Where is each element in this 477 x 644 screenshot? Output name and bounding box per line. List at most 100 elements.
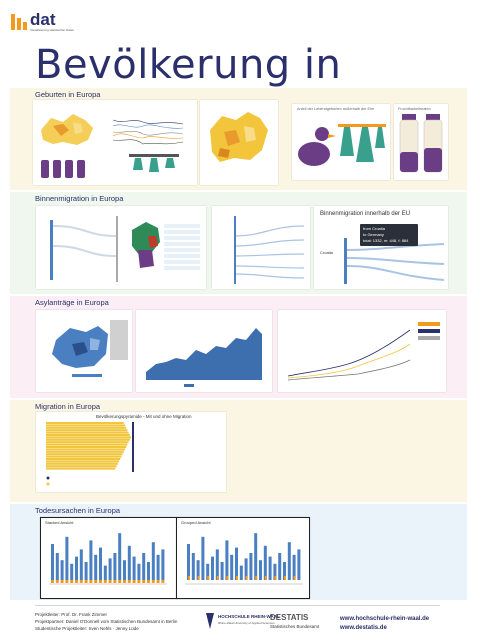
geburten-card-map-lines: [33, 100, 197, 185]
bar: [60, 580, 64, 583]
bar: [284, 576, 286, 580]
bar: [55, 553, 59, 580]
section-title: Binnenmigration in Europa: [35, 194, 124, 203]
bar: [94, 580, 98, 583]
section-migration: Migration in Europa Bevölkerungspyramide…: [10, 400, 467, 502]
bar: [60, 560, 64, 580]
asyl-card-lines: [278, 310, 446, 392]
tod-card1-title: Stacked Ansicht: [45, 520, 74, 525]
link-destatis[interactable]: www.destatis.de: [340, 625, 387, 631]
section-title: Geburten in Europa: [35, 90, 101, 99]
bar: [230, 554, 234, 580]
binnen-card1-graphic: [50, 216, 200, 282]
tooltip-line-3: total: 1332, m: 448, f: 884: [363, 238, 409, 243]
tod-card2-graphic: [185, 533, 303, 585]
legend-dot: [46, 476, 50, 480]
bar: [215, 549, 219, 580]
asyl-card2-graphic: [146, 328, 262, 387]
binnen-card-tooltip: Binnenmigration innerhalb der EU Croatia…: [314, 206, 448, 289]
bar: [55, 580, 59, 583]
pyramid-bar: [46, 426, 127, 429]
link-hsrw[interactable]: www.hochschule-rhein-waal.de: [340, 616, 430, 622]
bar: [274, 576, 277, 580]
pyramid-bar: [46, 455, 122, 458]
tod-card-stacked: Stacked Ansicht: [40, 517, 178, 599]
pyramid-bar: [46, 446, 127, 448]
pyramid-bar: [46, 450, 124, 453]
section-asyl: Asylanträge in Europa: [10, 296, 467, 398]
bar: [188, 576, 190, 580]
bar: [103, 580, 107, 583]
bar: [118, 533, 122, 580]
bar: [297, 549, 301, 580]
bar: [201, 536, 205, 580]
bar: [51, 580, 54, 583]
section-geburten: Geburten in Europa: [10, 88, 467, 190]
geburten-card-map: [200, 100, 278, 185]
asyl-card-map: [36, 310, 132, 392]
binnen-tooltip: from Croatia to Germany total: 1332, m: …: [360, 224, 418, 246]
pyramid-bar: [46, 458, 121, 460]
bar: [84, 580, 88, 583]
bar: [236, 576, 238, 580]
bar: [249, 553, 253, 580]
binnen-card-sankey-map: [36, 206, 206, 289]
bar: [75, 580, 78, 583]
pyramid-bar: [46, 436, 131, 439]
pyramid-bar: [46, 460, 119, 463]
asyl-card1-graphic: [52, 320, 128, 377]
bar: [70, 563, 74, 580]
bar: [259, 560, 262, 580]
bar: [79, 580, 83, 583]
pyramid-bar: [46, 465, 117, 468]
migration-card-title: Bevölkerungspyramide - Mit und ohne Migr…: [96, 414, 192, 419]
tod-card-grouped: Grouped Ansicht: [176, 517, 310, 599]
geburten-card1-graphic: [33, 100, 197, 185]
pyramid-bar: [46, 453, 123, 456]
section-binnenmigration: Binnenmigration in Europa: [10, 192, 467, 294]
asyl-card3-graphic: [287, 322, 440, 381]
bar: [94, 554, 98, 580]
binnen-card3-title: Binnenmigration innerhalb der EU: [320, 211, 411, 217]
bar: [156, 554, 160, 580]
bar: [273, 563, 277, 580]
geburten-card-duck: Anteil der Lebendgeburten außerhalb der …: [292, 104, 390, 180]
bar: [191, 553, 195, 580]
legend-dot: [46, 482, 50, 486]
bar: [206, 563, 210, 580]
pyramid-bar: [46, 448, 125, 451]
bar: [147, 562, 150, 580]
bar: [292, 554, 296, 580]
pyramid-bar: [46, 443, 128, 446]
hsrw-name: HOCHSCHULE RHEIN-WAAL: [218, 614, 280, 619]
bar: [127, 580, 131, 583]
bar: [216, 576, 219, 580]
bar: [127, 545, 131, 580]
hsrw-subtitle: Rhine-Waal University of Applied Science…: [218, 621, 275, 625]
bar: [142, 553, 146, 580]
footer-divider: [35, 605, 440, 606]
bar: [264, 576, 267, 580]
logo-subtitle: Visualisierung statistischer Daten: [30, 28, 75, 32]
geburten-card-bottles: Fruchtbarkeitsraten: [394, 104, 448, 180]
bar: [156, 580, 160, 583]
bar: [113, 553, 117, 580]
pyramid-bar: [46, 431, 129, 434]
pyramid-bar: [46, 422, 124, 424]
geburten-card3-title: Anteil der Lebendgeburten außerhalb der …: [297, 107, 375, 111]
bar: [254, 533, 258, 580]
bar: [75, 556, 78, 580]
bar: [245, 576, 248, 580]
geburten-card4-graphic: [399, 114, 443, 173]
section-title: Migration in Europa: [35, 402, 101, 411]
footer-line-2: Projektpartner: Daniel O'Donnell vom Sta…: [35, 619, 178, 624]
bar: [113, 580, 117, 583]
bar: [89, 540, 93, 580]
dat-logo-icon: [11, 14, 27, 30]
section-todesursachen: Todesursachen in Europa Stacked Ansicht …: [10, 504, 467, 600]
bar: [278, 553, 282, 580]
geburten-card3-graphic: [298, 124, 386, 166]
bar: [99, 580, 102, 583]
bar: [293, 576, 296, 580]
bar: [220, 562, 224, 580]
